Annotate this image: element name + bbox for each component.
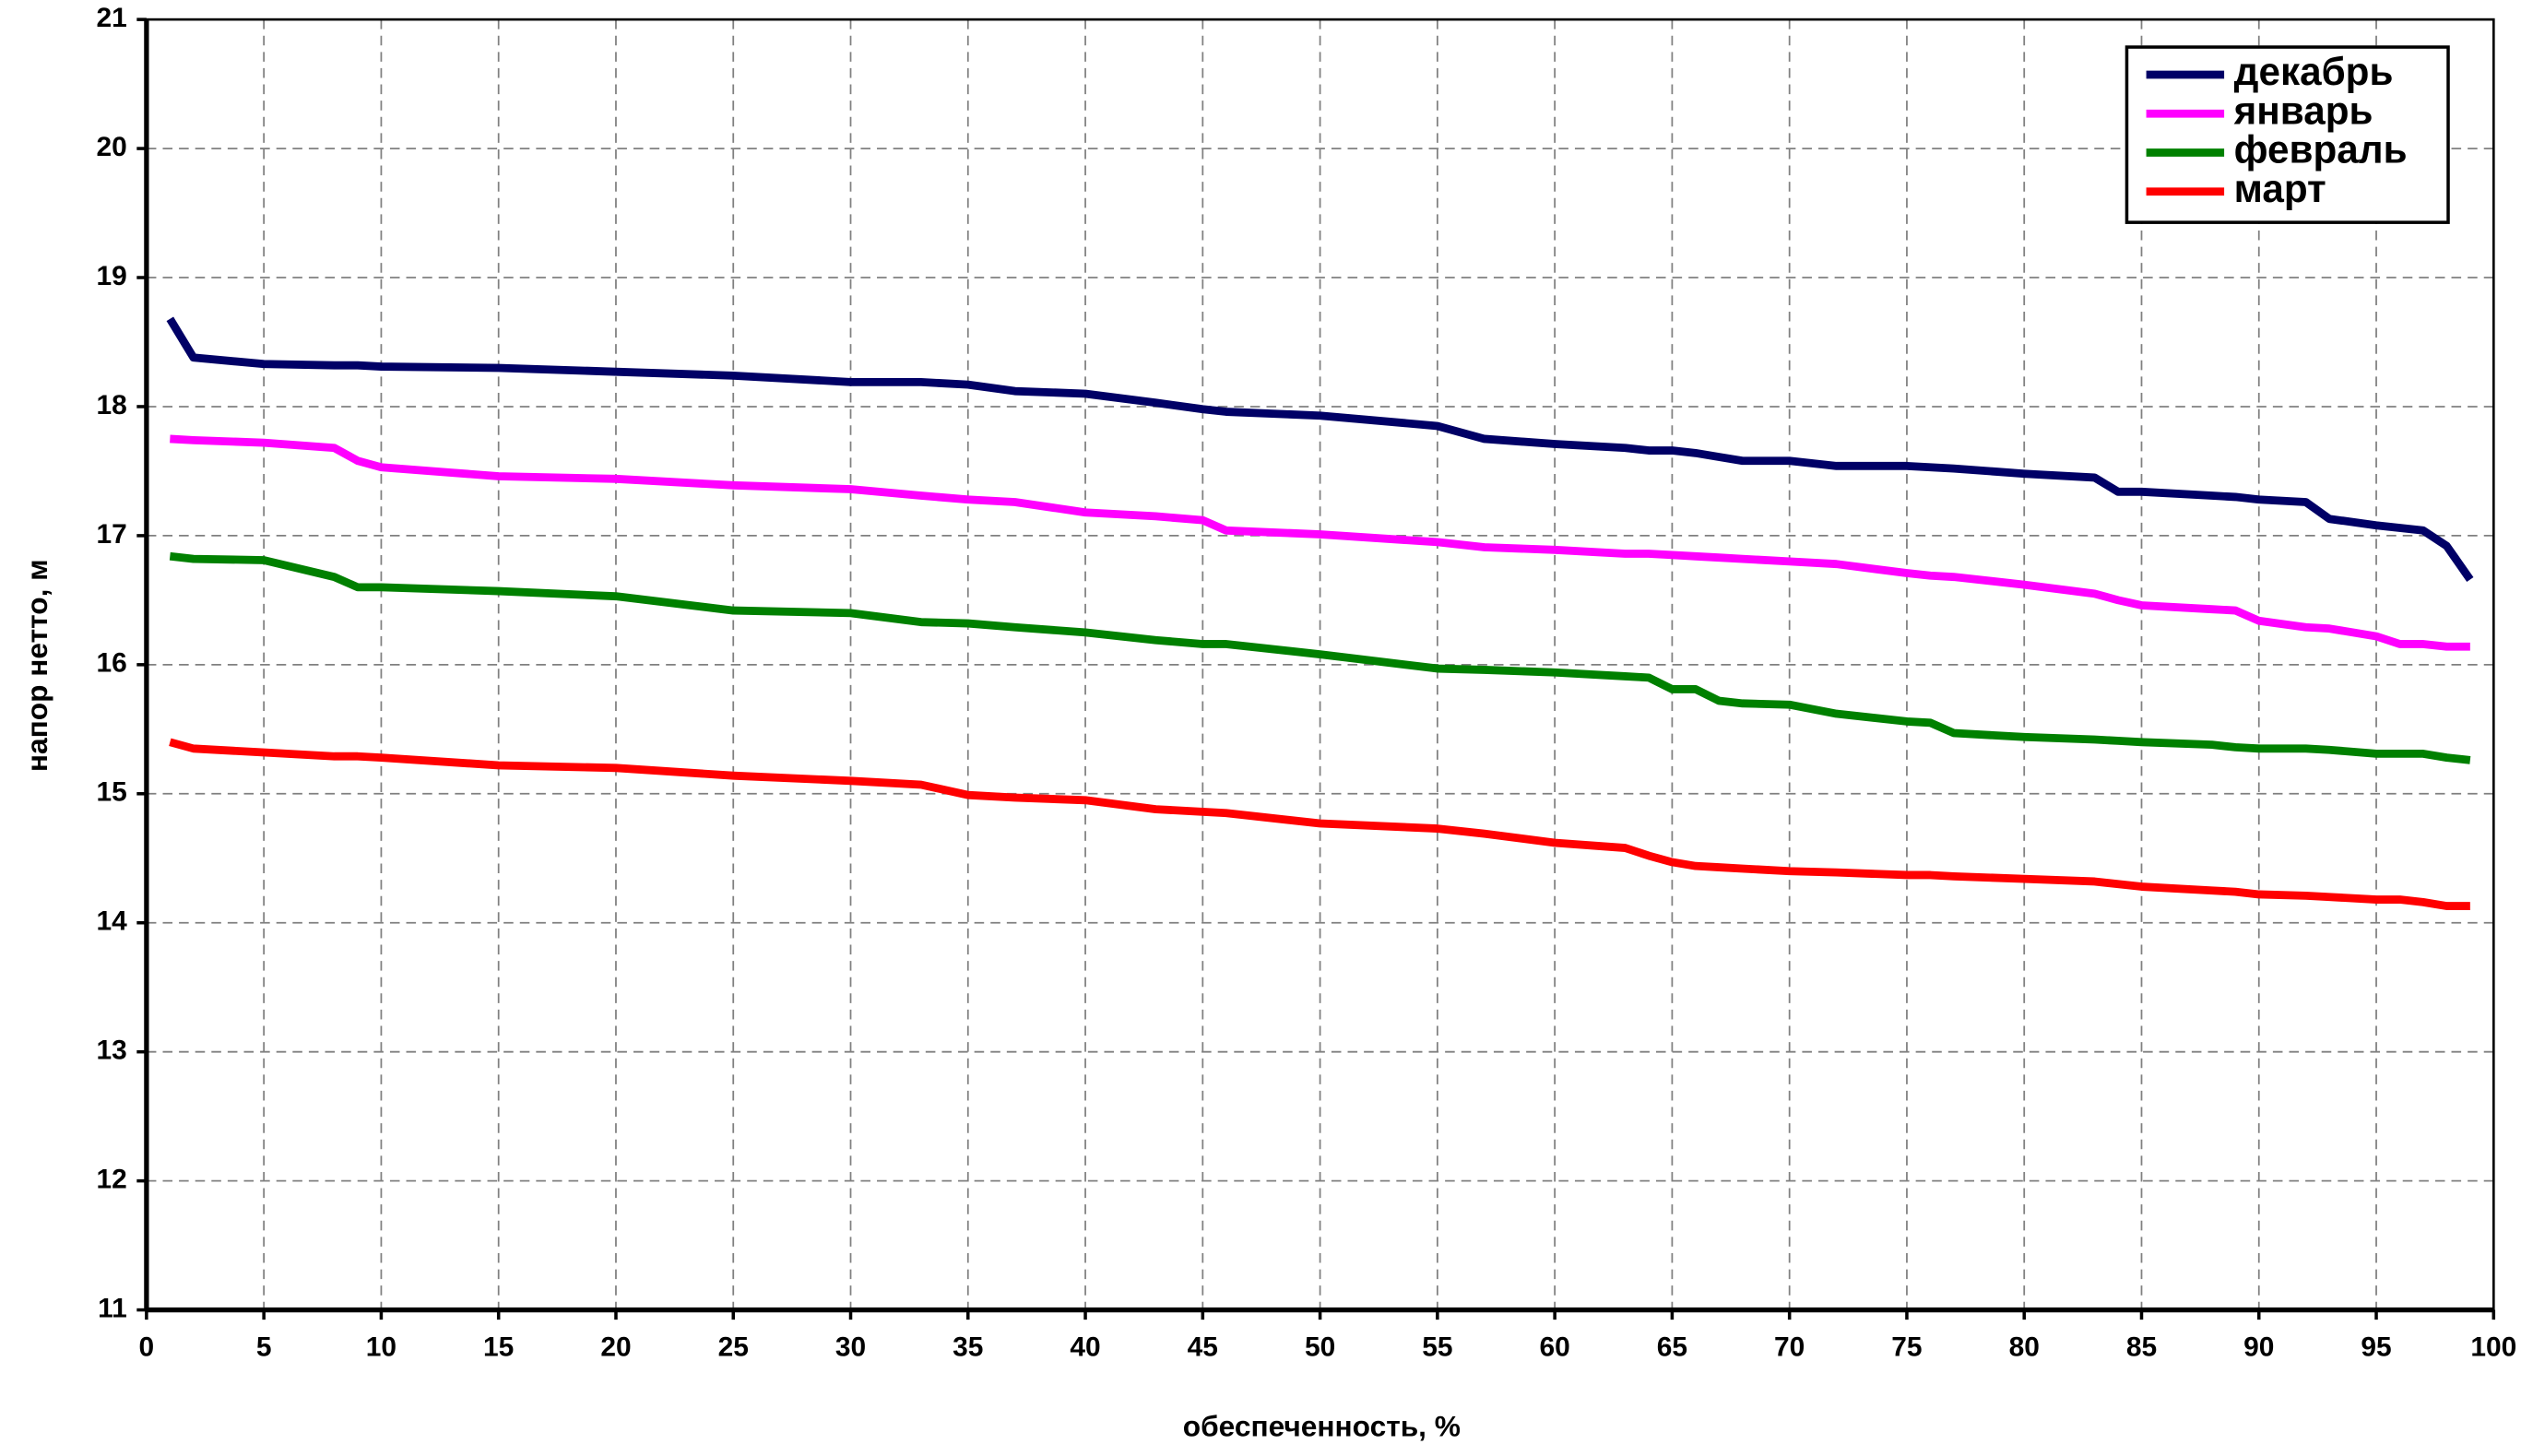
x-tick-label: 75 — [1891, 1332, 1922, 1363]
x-tick-label: 5 — [256, 1332, 272, 1363]
x-tick-label: 30 — [835, 1332, 866, 1363]
y-axis-label: напор нетто, м — [20, 559, 53, 772]
y-tick-label: 11 — [98, 1293, 127, 1323]
x-tick-label: 15 — [483, 1332, 514, 1363]
y-tick-label: 14 — [96, 906, 127, 937]
x-axis-label: обеспеченность, % — [1183, 1409, 1461, 1442]
y-tick-label: 21 — [96, 3, 126, 33]
x-tick-label: 25 — [718, 1332, 749, 1363]
x-tick-label: 55 — [1422, 1332, 1452, 1363]
series-line — [166, 316, 2474, 583]
x-tick-label: 70 — [1774, 1332, 1805, 1363]
x-tick-label: 10 — [366, 1332, 397, 1363]
series-line — [170, 434, 2470, 651]
x-tick-label: 80 — [2009, 1332, 2040, 1363]
x-tick-label: 50 — [1305, 1332, 1335, 1363]
x-tick-label: 85 — [2126, 1332, 2157, 1363]
y-tick-label: 15 — [96, 777, 126, 808]
x-tick-label: 35 — [953, 1332, 983, 1363]
x-tick-label: 60 — [1539, 1332, 1569, 1363]
y-tick-label: 13 — [96, 1036, 126, 1066]
y-tick-label: 20 — [96, 132, 126, 162]
legend-label: март — [2234, 167, 2326, 210]
x-tick-label: 100 — [2470, 1332, 2516, 1363]
x-tick-label: 0 — [139, 1332, 155, 1363]
legend-label: февраль — [2234, 128, 2408, 172]
legend-label: декабрь — [2234, 50, 2394, 93]
x-tick-label: 40 — [1070, 1332, 1100, 1363]
y-tick-label: 17 — [96, 519, 126, 550]
y-tick-label: 12 — [96, 1165, 126, 1195]
y-tick-label: 18 — [96, 390, 126, 420]
x-tick-label: 45 — [1188, 1332, 1218, 1363]
x-tick-label: 95 — [2361, 1332, 2391, 1363]
x-tick-label: 65 — [1657, 1332, 1687, 1363]
series-line — [169, 551, 2471, 764]
legend-label: январь — [2233, 89, 2373, 132]
x-tick-label: 20 — [600, 1332, 631, 1363]
y-tick-label: 19 — [96, 261, 126, 291]
y-tick-label: 16 — [96, 648, 126, 679]
series-line — [169, 738, 2470, 910]
x-tick-label: 90 — [2243, 1332, 2274, 1363]
